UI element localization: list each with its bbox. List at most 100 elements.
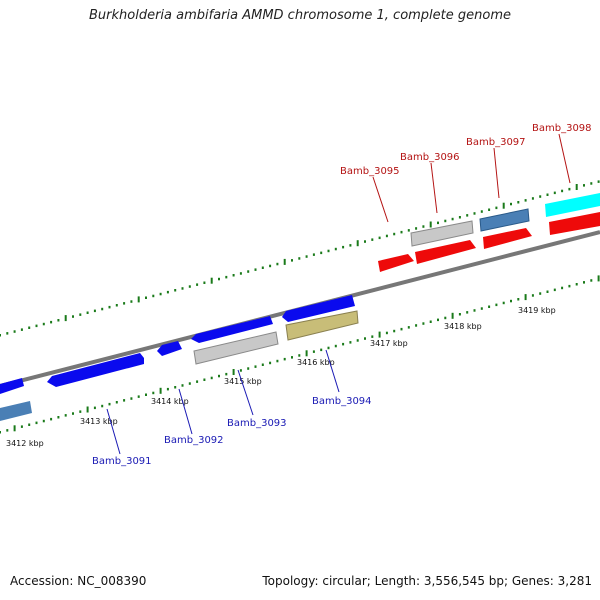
- gene-feature[interactable]: [479, 208, 530, 232]
- minor-tick: [437, 221, 439, 225]
- gene-label[interactable]: Bamb_3095: [340, 166, 400, 177]
- gene-feature[interactable]: [191, 316, 273, 343]
- minor-tick: [276, 262, 279, 266]
- major-tick: [597, 275, 600, 282]
- minor-tick: [6, 332, 9, 335]
- minor-tick: [291, 356, 293, 359]
- minor-tick: [130, 397, 133, 400]
- minor-tick: [437, 318, 439, 322]
- minor-tick: [400, 230, 403, 234]
- minor-tick: [473, 212, 476, 215]
- major-tick: [429, 221, 432, 228]
- gene-feature[interactable]: [415, 240, 476, 264]
- minor-tick: [510, 299, 512, 303]
- minor-tick: [539, 292, 542, 295]
- minor-tick: [415, 324, 418, 327]
- minor-tick: [342, 245, 345, 249]
- gene-label[interactable]: Bamb_3093: [227, 418, 287, 429]
- gene-feature[interactable]: [157, 341, 182, 356]
- minor-tick: [50, 320, 53, 324]
- minor-tick: [225, 275, 228, 279]
- minor-tick: [495, 303, 498, 307]
- minor-tick: [247, 367, 250, 370]
- gene-feature[interactable]: [285, 310, 359, 341]
- minor-tick: [247, 270, 250, 273]
- gene-features: [0, 295, 359, 421]
- minor-tick: [42, 322, 45, 326]
- minor-tick: [57, 416, 60, 419]
- gene-feature[interactable]: [483, 228, 532, 249]
- minor-tick: [254, 268, 257, 271]
- minor-tick: [79, 410, 82, 413]
- major-tick: [524, 294, 527, 301]
- minor-tick: [225, 372, 228, 376]
- minor-tick: [101, 404, 104, 408]
- gene-feature[interactable]: [193, 331, 279, 365]
- minor-tick: [429, 320, 432, 323]
- minor-tick: [539, 195, 542, 198]
- minor-tick: [444, 316, 447, 320]
- minor-tick: [13, 330, 16, 333]
- gene-feature[interactable]: [410, 220, 474, 247]
- minor-tick: [203, 281, 206, 284]
- major-tick: [305, 350, 308, 357]
- minor-tick: [349, 244, 352, 247]
- minor-tick: [590, 182, 593, 185]
- major-tick: [575, 184, 578, 190]
- minor-tick: [546, 193, 549, 196]
- minor-tick: [393, 329, 396, 333]
- gene-label[interactable]: Bamb_3098: [532, 123, 592, 134]
- minor-tick: [57, 319, 60, 322]
- minor-tick: [174, 289, 177, 292]
- minor-tick: [334, 344, 337, 348]
- minor-tick: [261, 266, 264, 269]
- minor-tick: [553, 191, 556, 195]
- minor-tick: [298, 257, 301, 260]
- lower-tick-track: [0, 275, 600, 434]
- major-tick: [283, 258, 286, 265]
- scale-label: 3417 kbp: [370, 339, 408, 348]
- minor-tick: [35, 421, 38, 425]
- major-tick: [502, 202, 505, 209]
- minor-tick: [385, 234, 388, 238]
- minor-tick: [108, 305, 111, 309]
- gene-label[interactable]: Bamb_3097: [466, 137, 526, 148]
- gene-feature[interactable]: [378, 254, 414, 272]
- gene-feature[interactable]: [282, 295, 355, 322]
- gene-features-upper: [378, 193, 600, 272]
- minor-tick: [480, 210, 483, 213]
- minor-tick: [64, 414, 67, 417]
- minor-tick: [298, 354, 301, 357]
- minor-tick: [342, 342, 345, 346]
- minor-tick: [254, 365, 257, 368]
- scale-label: 3416 kbp: [297, 358, 335, 367]
- minor-tick: [0, 431, 1, 434]
- minor-tick: [480, 307, 483, 310]
- gene-feature[interactable]: [47, 353, 144, 387]
- minor-tick: [568, 187, 571, 191]
- minor-tick: [305, 255, 308, 258]
- minor-tick: [597, 180, 600, 183]
- major-tick: [64, 315, 67, 322]
- minor-tick: [407, 326, 410, 329]
- minor-tick: [261, 363, 264, 366]
- minor-tick: [378, 236, 381, 240]
- gene-feature[interactable]: [549, 212, 600, 235]
- major-tick: [159, 387, 162, 394]
- minor-tick: [0, 334, 1, 337]
- major-tick: [86, 406, 89, 413]
- minor-tick: [276, 359, 279, 363]
- minor-tick: [188, 382, 191, 385]
- minor-tick: [320, 251, 323, 255]
- gene-feature[interactable]: [0, 378, 24, 394]
- minor-tick: [269, 264, 272, 268]
- minor-tick: [546, 290, 549, 293]
- gene-feature[interactable]: [0, 401, 32, 421]
- gene-label[interactable]: Bamb_3091: [92, 456, 152, 467]
- gene-label[interactable]: Bamb_3096: [400, 152, 460, 163]
- gene-label[interactable]: Bamb_3092: [164, 435, 224, 446]
- minor-tick: [283, 357, 286, 361]
- gene-feature[interactable]: [545, 193, 600, 217]
- gene-label[interactable]: Bamb_3094: [312, 396, 372, 407]
